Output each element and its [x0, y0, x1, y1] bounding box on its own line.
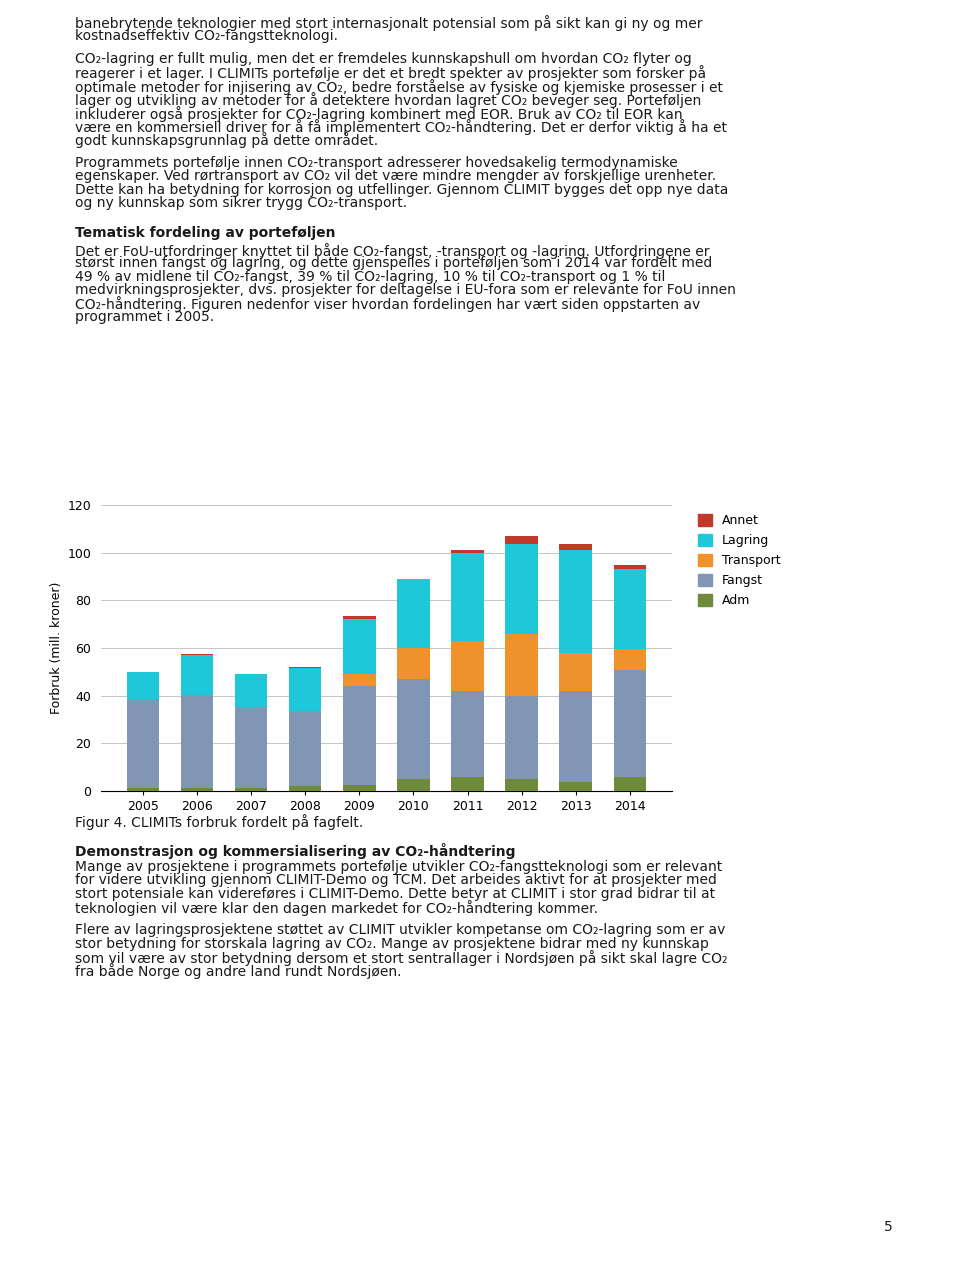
Bar — [397, 647, 430, 679]
Text: egenskaper. Ved rørtransport av CO₂ vil det være mindre mengder av forskjellige : egenskaper. Ved rørtransport av CO₂ vil … — [75, 169, 716, 183]
Bar — [397, 679, 430, 780]
Bar — [180, 655, 213, 695]
Text: Mange av prosjektene i programmets portefølje utvikler CO₂-fangstteknologi som e: Mange av prosjektene i programmets porte… — [75, 860, 722, 874]
Bar — [343, 687, 375, 785]
Bar — [289, 711, 322, 786]
Y-axis label: Forbruk (mill. kroner): Forbruk (mill. kroner) — [50, 581, 63, 715]
Text: for videre utvikling gjennom CLIMIT-Demo og TCM. Det arbeides aktivt for at pros: for videre utvikling gjennom CLIMIT-Demo… — [75, 874, 717, 888]
Bar — [180, 787, 213, 791]
Text: CO₂-håndtering. Figuren nedenfor viser hvordan fordelingen har vært siden oppsta: CO₂-håndtering. Figuren nedenfor viser h… — [75, 296, 700, 313]
Text: som vil være av stor betydning dersom et stort sentrallager i Nordsjøen på sikt : som vil være av stor betydning dersom et… — [75, 950, 728, 967]
Bar — [127, 672, 159, 700]
Text: Figur 4. CLIMITs forbruk fordelt på fagfelt.: Figur 4. CLIMITs forbruk fordelt på fagf… — [75, 814, 363, 831]
Text: inkluderer også prosjekter for CO₂-lagring kombinert med EOR. Bruk av CO₂ til EO: inkluderer også prosjekter for CO₂-lagri… — [75, 106, 683, 122]
Bar — [451, 552, 484, 641]
Bar — [180, 695, 213, 787]
Bar — [505, 536, 538, 544]
Text: være en kommersiell driver for å få implementert CO₂-håndtering. Det er derfor v: være en kommersiell driver for å få impl… — [75, 118, 727, 135]
Bar — [397, 780, 430, 791]
Bar — [451, 691, 484, 777]
Bar — [235, 787, 268, 791]
Text: stor betydning for storskala lagring av CO₂. Mange av prosjektene bidrar med ny : stor betydning for storskala lagring av … — [75, 937, 708, 951]
Text: 5: 5 — [883, 1220, 893, 1234]
Text: Dette kan ha betydning for korrosjon og utfellinger. Gjennom CLIMIT bygges det o: Dette kan ha betydning for korrosjon og … — [75, 182, 729, 197]
Text: lager og utvikling av metoder for å detektere hvordan lagret CO₂ beveger seg. Po: lager og utvikling av metoder for å dete… — [75, 92, 701, 108]
Bar — [289, 668, 322, 711]
Bar — [613, 669, 646, 777]
Text: stort potensiale kan videreføres i CLIMIT-Demo. Dette betyr at CLIMIT i stor gra: stort potensiale kan videreføres i CLIMI… — [75, 887, 715, 901]
Text: fra både Norge og andre land rundt Nordsjøen.: fra både Norge og andre land rundt Nords… — [75, 964, 401, 979]
Bar — [505, 633, 538, 696]
Text: Tematisk fordeling av porteføljen: Tematisk fordeling av porteføljen — [75, 225, 335, 240]
Text: medvirkningsprosjekter, dvs. prosjekter for deltagelse i EU-fora som er relevant: medvirkningsprosjekter, dvs. prosjekter … — [75, 282, 735, 298]
Bar — [505, 696, 538, 780]
Bar — [560, 691, 592, 781]
Bar — [343, 616, 375, 619]
Text: 49 % av midlene til CO₂-fangst, 39 % til CO₂-lagring, 10 % til CO₂-transport og : 49 % av midlene til CO₂-fangst, 39 % til… — [75, 270, 665, 284]
Bar — [505, 780, 538, 791]
Text: teknologien vil være klar den dagen markedet for CO₂-håndtering kommer.: teknologien vil være klar den dagen mark… — [75, 901, 598, 916]
Bar — [560, 781, 592, 791]
Text: optimale metoder for injisering av CO₂, bedre forståelse av fysiske og kjemiske : optimale metoder for injisering av CO₂, … — [75, 79, 723, 95]
Bar — [613, 649, 646, 669]
Bar — [451, 777, 484, 791]
Text: godt kunnskapsgrunnlag på dette området.: godt kunnskapsgrunnlag på dette området. — [75, 132, 378, 149]
Bar — [560, 551, 592, 653]
Text: Programmets portefølje innen CO₂-transport adresserer hovedsakelig termodynamisk: Programmets portefølje innen CO₂-transpo… — [75, 155, 678, 170]
Bar — [505, 544, 538, 633]
Bar — [343, 785, 375, 791]
Legend: Annet, Lagring, Transport, Fangst, Adm: Annet, Lagring, Transport, Fangst, Adm — [695, 511, 782, 611]
Bar — [451, 551, 484, 552]
Bar — [613, 777, 646, 791]
Text: CO₂-lagring er fullt mulig, men det er fremdeles kunnskapshull om hvordan CO₂ fl: CO₂-lagring er fullt mulig, men det er f… — [75, 52, 691, 66]
Text: og ny kunnskap som sikrer trygg CO₂-transport.: og ny kunnskap som sikrer trygg CO₂-tran… — [75, 196, 407, 210]
Text: kostnadseffektiv CO₂-fangstteknologi.: kostnadseffektiv CO₂-fangstteknologi. — [75, 28, 338, 43]
Text: programmet i 2005.: programmet i 2005. — [75, 309, 214, 324]
Bar — [613, 570, 646, 649]
Bar — [613, 565, 646, 570]
Bar — [560, 653, 592, 691]
Text: størst innen fangst og lagring, og dette gjenspeiles i porteføljen som i 2014 va: størst innen fangst og lagring, og dette… — [75, 256, 712, 271]
Text: Det er FoU-utfordringer knyttet til både CO₂-fangst, -transport og -lagring. Utf: Det er FoU-utfordringer knyttet til både… — [75, 243, 709, 259]
Bar — [451, 641, 484, 691]
Bar — [397, 579, 430, 649]
Bar — [127, 787, 159, 791]
Bar — [127, 700, 159, 787]
Bar — [235, 674, 268, 706]
Bar — [289, 786, 322, 791]
Text: Demonstrasjon og kommersialisering av CO₂-håndtering: Demonstrasjon og kommersialisering av CO… — [75, 843, 516, 859]
Bar — [343, 619, 375, 674]
Bar — [343, 674, 375, 687]
Bar — [235, 706, 268, 787]
Bar — [560, 544, 592, 551]
Text: banebrytende teknologier med stort internasjonalt potensial som på sikt kan gi n: banebrytende teknologier med stort inter… — [75, 15, 703, 32]
Text: Flere av lagringsprosjektene støttet av CLIMIT utvikler kompetanse om CO₂-lagrin: Flere av lagringsprosjektene støttet av … — [75, 923, 725, 937]
Text: reagerer i et lager. I CLIMITs portefølje er det et bredt spekter av prosjekter : reagerer i et lager. I CLIMITs portefølj… — [75, 65, 706, 81]
